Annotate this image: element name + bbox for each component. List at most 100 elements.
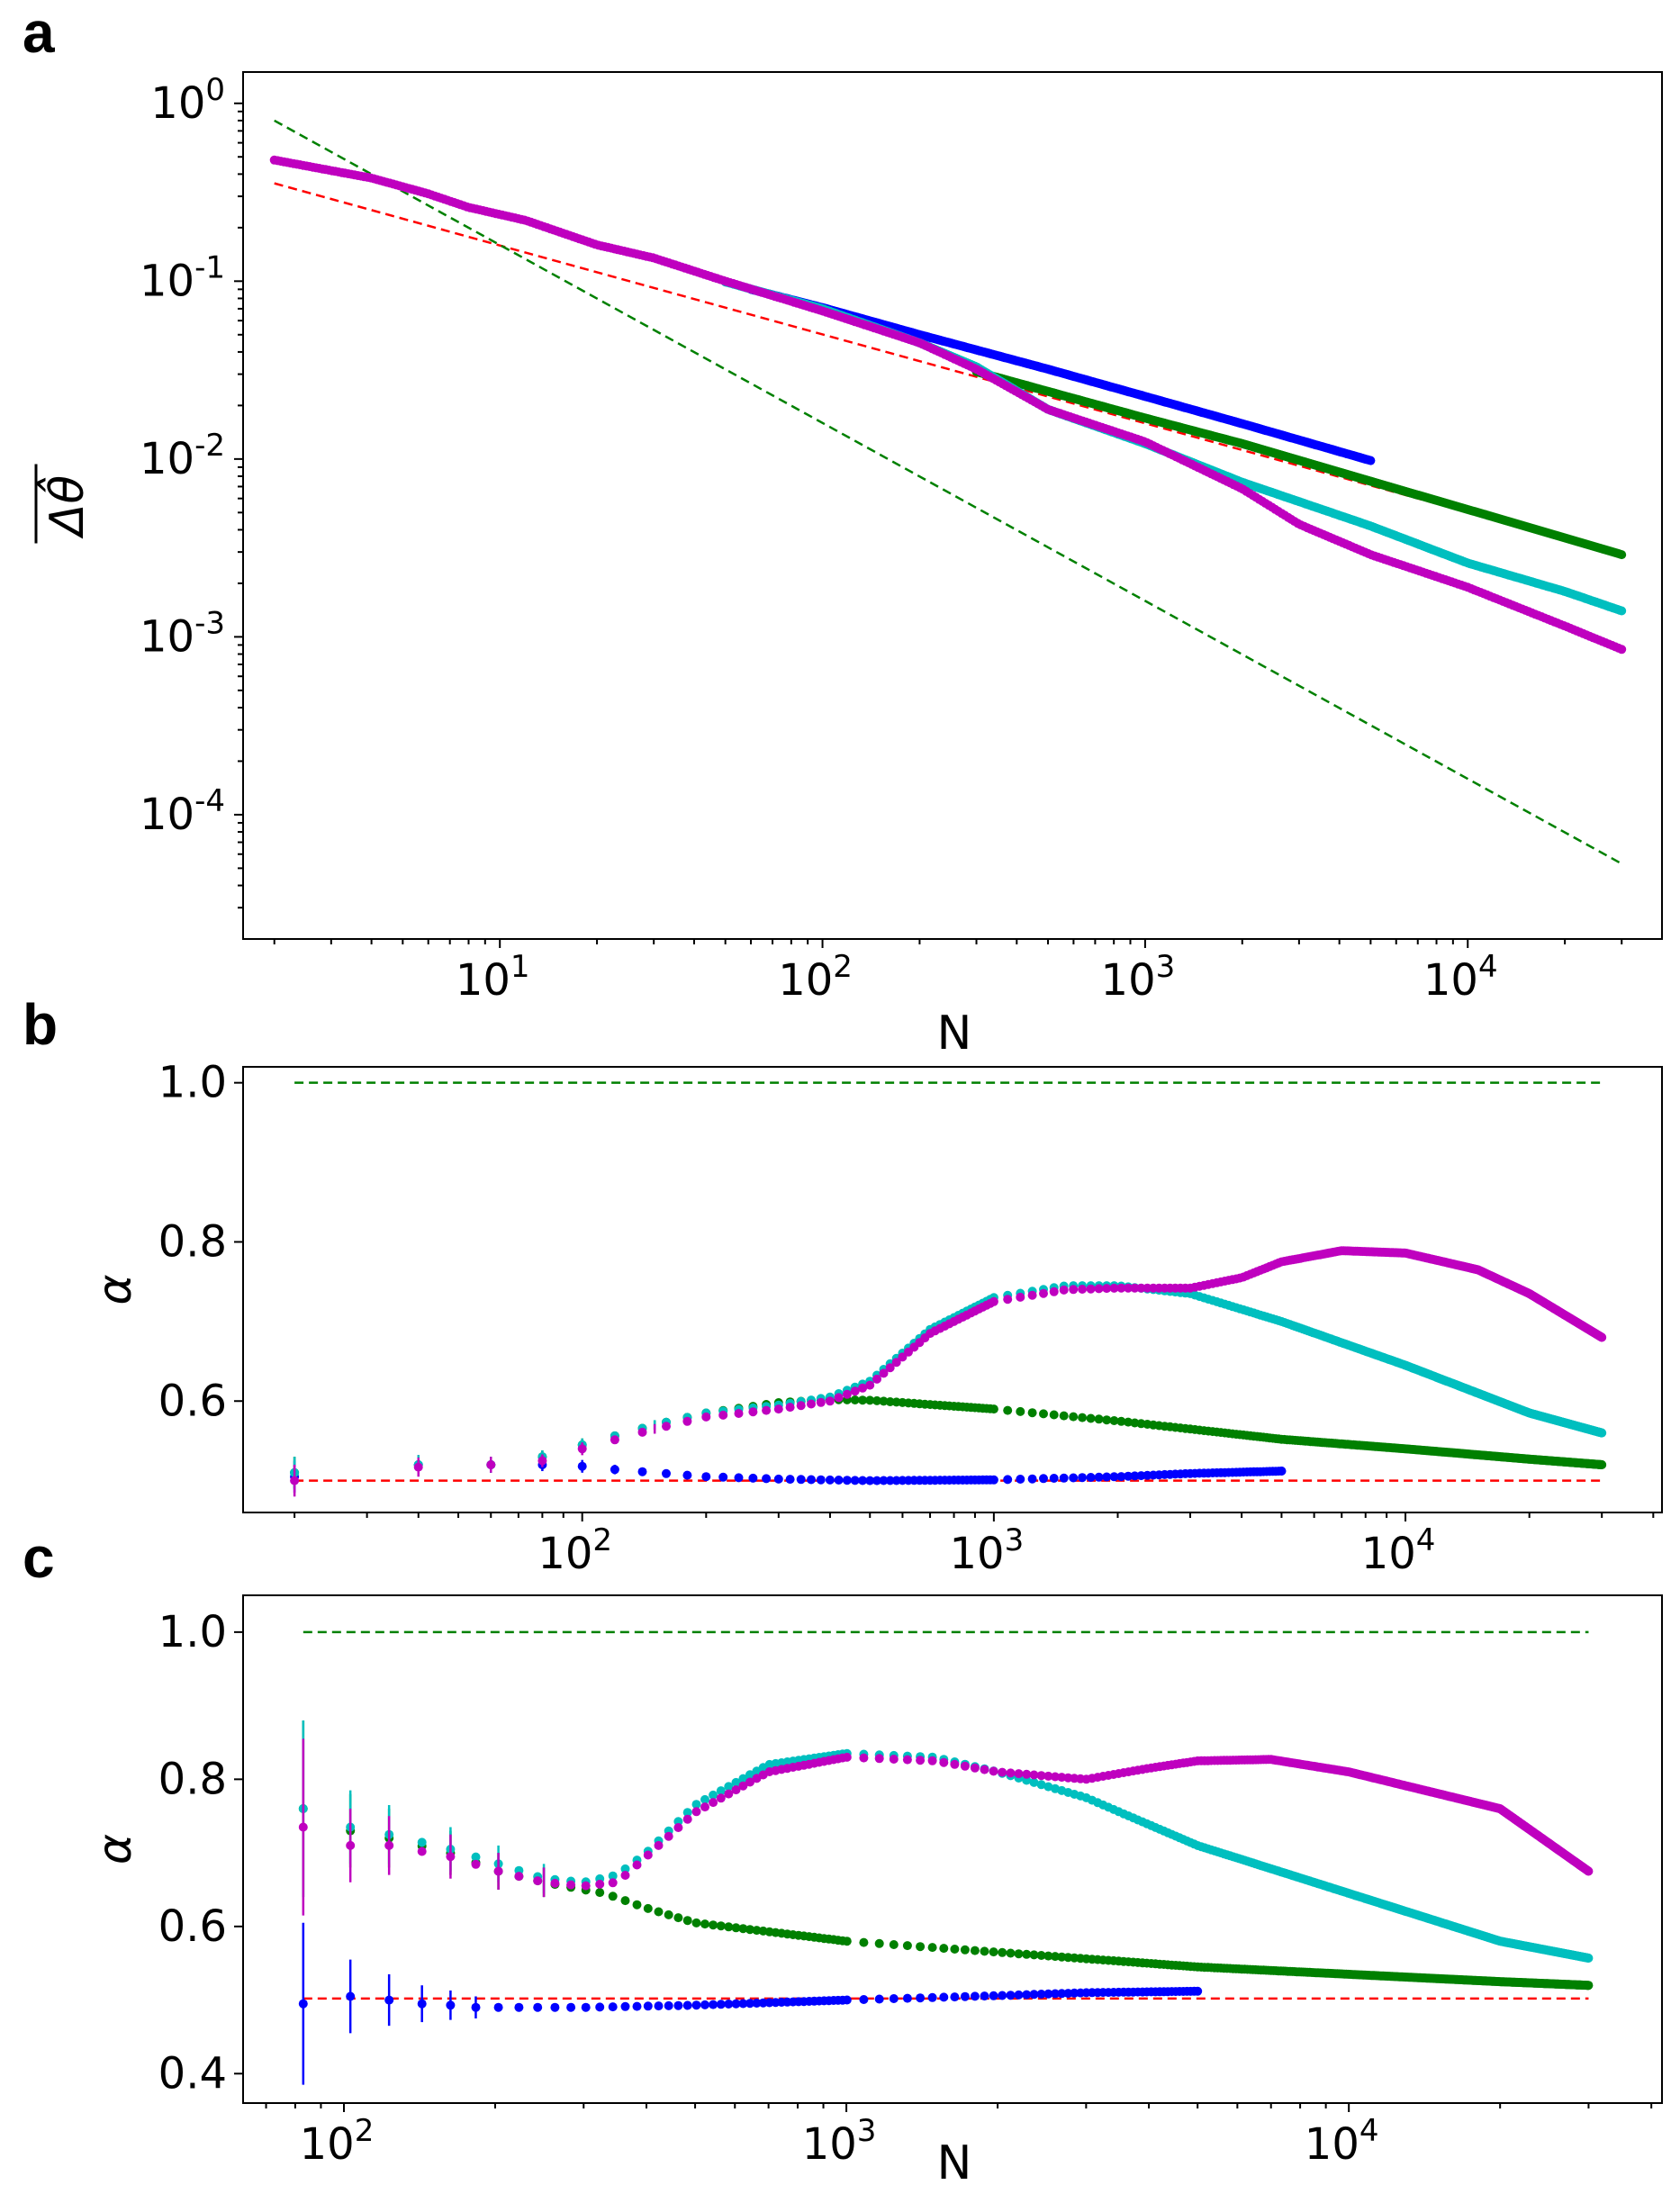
- data-point: [842, 1937, 852, 1946]
- data-point: [1597, 1428, 1607, 1438]
- y-tick-label: 0.6: [158, 1901, 227, 1952]
- data-point: [682, 1814, 692, 1824]
- data-point: [773, 1474, 783, 1484]
- data-point: [916, 1942, 926, 1952]
- data-point: [1193, 1986, 1203, 1996]
- data-point: [1039, 1409, 1048, 1419]
- data-point: [1039, 1288, 1048, 1298]
- data-point: [1277, 1467, 1287, 1476]
- series-blue: [298, 1922, 1203, 2085]
- data-point: [1116, 1416, 1126, 1426]
- data-point: [514, 1872, 524, 1882]
- data-point: [1597, 1460, 1607, 1469]
- data-point: [673, 1823, 683, 1832]
- y-tick-label: 1.0: [158, 1058, 227, 1108]
- panel-letter-c: c: [23, 1525, 55, 1590]
- data-point: [608, 1878, 618, 1888]
- data-point: [682, 1416, 692, 1426]
- data-point: [927, 1943, 937, 1953]
- data-point: [716, 2000, 726, 2009]
- data-point: [632, 1860, 642, 1870]
- data-point: [874, 1754, 884, 1764]
- data-point: [1016, 1406, 1025, 1416]
- data-point: [998, 1991, 1007, 2000]
- series-cyan: [290, 1281, 1607, 1489]
- data-point: [989, 1991, 998, 2000]
- x-axis-label: N: [937, 1007, 972, 1061]
- plot-frame: [242, 1594, 1663, 2104]
- data-point: [643, 1850, 653, 1860]
- x-tick-label: 102: [300, 2113, 375, 2170]
- data-point: [889, 1940, 899, 1949]
- data-point: [1006, 1768, 1016, 1778]
- y-tick-label: 0.8: [158, 1216, 227, 1267]
- data-point: [1049, 1474, 1059, 1483]
- y-tick-label: 0.8: [158, 1754, 227, 1804]
- data-point: [654, 1907, 664, 1917]
- data-point: [1014, 1769, 1024, 1779]
- data-point: [970, 1991, 980, 2001]
- y-axis-label: α: [88, 1274, 142, 1305]
- data-point: [950, 1992, 960, 2002]
- data-point: [859, 1937, 869, 1947]
- data-point: [960, 1945, 970, 1955]
- y-tick-label: 10-1: [140, 249, 225, 306]
- panel-a-axes: 101 102 103 104 10-4 10-3 10-2 10-1 100 N Δθ̂: [34, 71, 1663, 1061]
- y-tick-label: 0.4: [158, 2048, 227, 2099]
- data-point: [533, 2002, 543, 2012]
- data-point: [989, 1947, 998, 1957]
- data-point: [970, 1946, 980, 1955]
- data-point: [533, 1876, 543, 1886]
- data-point: [718, 1472, 728, 1482]
- series-magenta: [269, 155, 1627, 655]
- panel-b-axes: 102 103 104 0.6 0.8 1.0 α: [88, 1058, 1663, 1579]
- data-point: [796, 1475, 806, 1485]
- data-point: [1069, 1473, 1079, 1483]
- data-point: [1027, 1290, 1037, 1300]
- data-point: [643, 1903, 653, 1913]
- data-point: [834, 1393, 844, 1403]
- data-point: [550, 2002, 560, 2012]
- data-point: [709, 1798, 718, 1808]
- data-point: [980, 1991, 989, 2001]
- data-point: [762, 1405, 772, 1415]
- data-point: [1016, 1292, 1025, 1302]
- data-point: [1086, 1413, 1096, 1423]
- data-point: [927, 1992, 937, 2002]
- data-point: [874, 1994, 884, 2004]
- data-point: [939, 1992, 949, 2002]
- data-point: [1049, 1410, 1059, 1420]
- data-point: [664, 1910, 673, 1919]
- data-point: [1617, 606, 1627, 616]
- data-point: [620, 2001, 630, 2011]
- data-point: [842, 1995, 852, 2005]
- data-point: [872, 1395, 881, 1405]
- data-point: [1094, 1472, 1104, 1482]
- data-point: [825, 1475, 835, 1485]
- x-tick-label: 102: [778, 949, 853, 1006]
- data-point: [716, 1921, 726, 1931]
- data-point: [734, 1473, 744, 1483]
- data-point: [1027, 1474, 1037, 1484]
- data-point: [939, 1944, 949, 1954]
- data-point: [1027, 1408, 1037, 1418]
- x-tick-label: 101: [456, 949, 530, 1006]
- data-point: [566, 1880, 576, 1890]
- series-magenta: [298, 1738, 1594, 1916]
- y-tick-label: 1.0: [158, 1607, 227, 1657]
- data-point: [620, 1896, 630, 1906]
- data-point: [916, 1993, 926, 2003]
- data-point: [989, 1296, 998, 1306]
- data-point: [927, 1756, 937, 1765]
- panel-letter-b: b: [23, 992, 58, 1057]
- data-point: [816, 1397, 826, 1407]
- data-point: [673, 2000, 683, 2010]
- data-point: [825, 1396, 835, 1406]
- data-point: [859, 1753, 869, 1763]
- data-point: [1617, 550, 1627, 560]
- data-point: [773, 1404, 783, 1414]
- data-point: [834, 1476, 844, 1485]
- data-point: [1014, 1990, 1024, 2000]
- data-point: [664, 2000, 673, 2010]
